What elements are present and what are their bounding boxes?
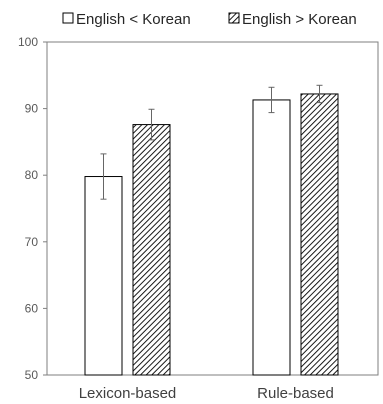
y-tick-label: 70	[25, 235, 39, 249]
legend-swatch-hollow	[62, 12, 74, 24]
plot-frame	[46, 41, 379, 376]
bar-hatched	[300, 93, 339, 376]
plot-area: 50 60 70 80 90 100 Lexicon-based Rule-based	[18, 35, 379, 402]
y-tick-label: 50	[25, 368, 39, 382]
bar-hollow	[252, 99, 291, 376]
x-category-label: Lexicon-based	[79, 385, 177, 402]
y-tick-label: 80	[25, 168, 39, 182]
legend-swatch-hatched	[228, 12, 240, 24]
x-category-label: Rule-based	[257, 385, 334, 402]
y-tick-label: 100	[18, 35, 38, 49]
bar-hollow	[84, 176, 123, 376]
bar-hatched	[132, 124, 171, 376]
y-tick-label: 90	[25, 102, 39, 116]
y-tick-label: 60	[25, 301, 39, 315]
legend: English < Korean English > Korean	[62, 11, 357, 28]
legend-label-series-0: English < Korean	[76, 11, 191, 28]
legend-label-series-1: English > Korean	[242, 11, 357, 28]
